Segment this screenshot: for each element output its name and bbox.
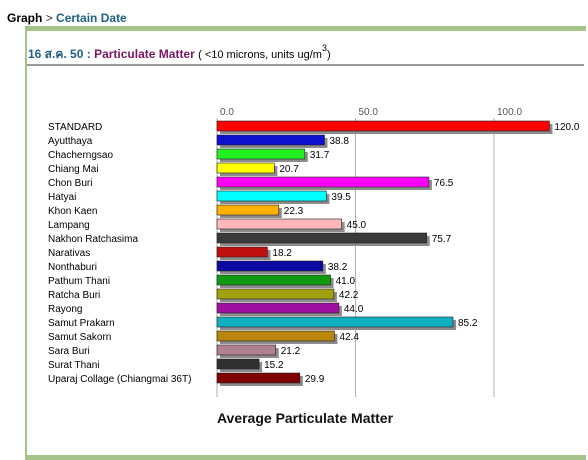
bar (216, 134, 325, 146)
category-label: Sara Buri (48, 346, 90, 357)
bar (216, 148, 306, 160)
value-label: 38.8 (329, 136, 349, 147)
bar (216, 330, 335, 342)
bar (216, 260, 324, 272)
value-label: 75.7 (432, 234, 452, 245)
category-label: Rayong (48, 304, 82, 315)
bar (216, 232, 427, 244)
value-label: 45.0 (347, 220, 367, 231)
heading-units: ( <10 microns, units ug/m3) (198, 44, 331, 61)
value-label: 15.2 (264, 360, 284, 371)
bar (216, 358, 260, 370)
value-label: 20.7 (279, 164, 299, 175)
category-label: Ayutthaya (48, 136, 93, 147)
value-label: 42.2 (339, 290, 359, 301)
category-label: STANDARD (48, 122, 102, 133)
value-label: 22.3 (284, 206, 304, 217)
value-label: 38.2 (328, 262, 348, 273)
breadcrumb-graph-link[interactable]: Graph (7, 11, 43, 25)
category-label: Samut Prakarn (48, 318, 115, 329)
category-label: Pathum Thani (48, 276, 110, 287)
value-label: 41.0 (336, 276, 356, 287)
value-label: 18.2 (272, 248, 292, 259)
bar (216, 344, 277, 356)
bar (216, 204, 280, 216)
heading-units-prefix: ( <10 microns, units ug/m (198, 49, 322, 61)
value-label: 120.0 (554, 122, 579, 133)
heading-title: Particulate Matter (94, 47, 195, 61)
heading-divider (27, 64, 584, 66)
x-tick-label: 100.0 (497, 107, 522, 118)
category-label: Narativas (48, 248, 90, 259)
breadcrumb-certain-date[interactable]: Certain Date (56, 11, 127, 25)
bar (216, 246, 268, 258)
category-label: Ratcha Buri (48, 290, 100, 301)
breadcrumb: Graph > Certain Date (7, 10, 127, 26)
category-label: Samut Sakorn (48, 332, 111, 343)
value-label: 29.9 (305, 374, 325, 385)
value-label: 31.7 (310, 150, 330, 161)
value-label: 39.5 (331, 192, 351, 203)
bar (216, 274, 331, 286)
heading-units-suffix: ) (326, 49, 331, 61)
bar (216, 316, 454, 328)
value-label: 76.5 (434, 178, 454, 189)
x-tick-label: 50.0 (359, 107, 379, 118)
heading-separator: : (86, 47, 91, 61)
bar (216, 302, 340, 314)
category-label: Uparaj Collage (Chiangmai 36T) (48, 374, 191, 385)
category-label: Khon Kaen (48, 206, 98, 217)
x-tick-label: 0.0 (220, 107, 234, 118)
category-label: Nonthaburi (48, 262, 97, 273)
bar (216, 162, 275, 174)
category-label: Chacherngsao (48, 150, 113, 161)
bar (216, 372, 301, 384)
bar (216, 120, 550, 132)
chart-title: Average Particulate Matter (217, 410, 394, 426)
category-label: Chiang Mai (48, 164, 99, 175)
category-label: Nakhon Ratchasima (48, 234, 138, 245)
category-label: Chon Buri (48, 178, 92, 189)
category-label: Lampang (48, 220, 90, 231)
value-label: 85.2 (458, 318, 478, 329)
bar (216, 218, 342, 230)
breadcrumb-separator: > (45, 11, 53, 25)
bar (216, 190, 327, 202)
page-heading: 16 ส.ค. 50 : Particulate Matter ( <10 mi… (28, 44, 331, 64)
heading-units-superscript: 3 (321, 43, 327, 54)
bar (216, 176, 430, 188)
heading-date: 16 ส.ค. 50 (28, 47, 84, 61)
category-label: Surat Thani (48, 360, 100, 371)
value-label: 44.0 (344, 304, 364, 315)
value-label: 21.2 (281, 346, 301, 357)
category-label: Hatyai (48, 192, 76, 203)
value-label: 42.4 (339, 332, 359, 343)
bar (216, 288, 335, 300)
